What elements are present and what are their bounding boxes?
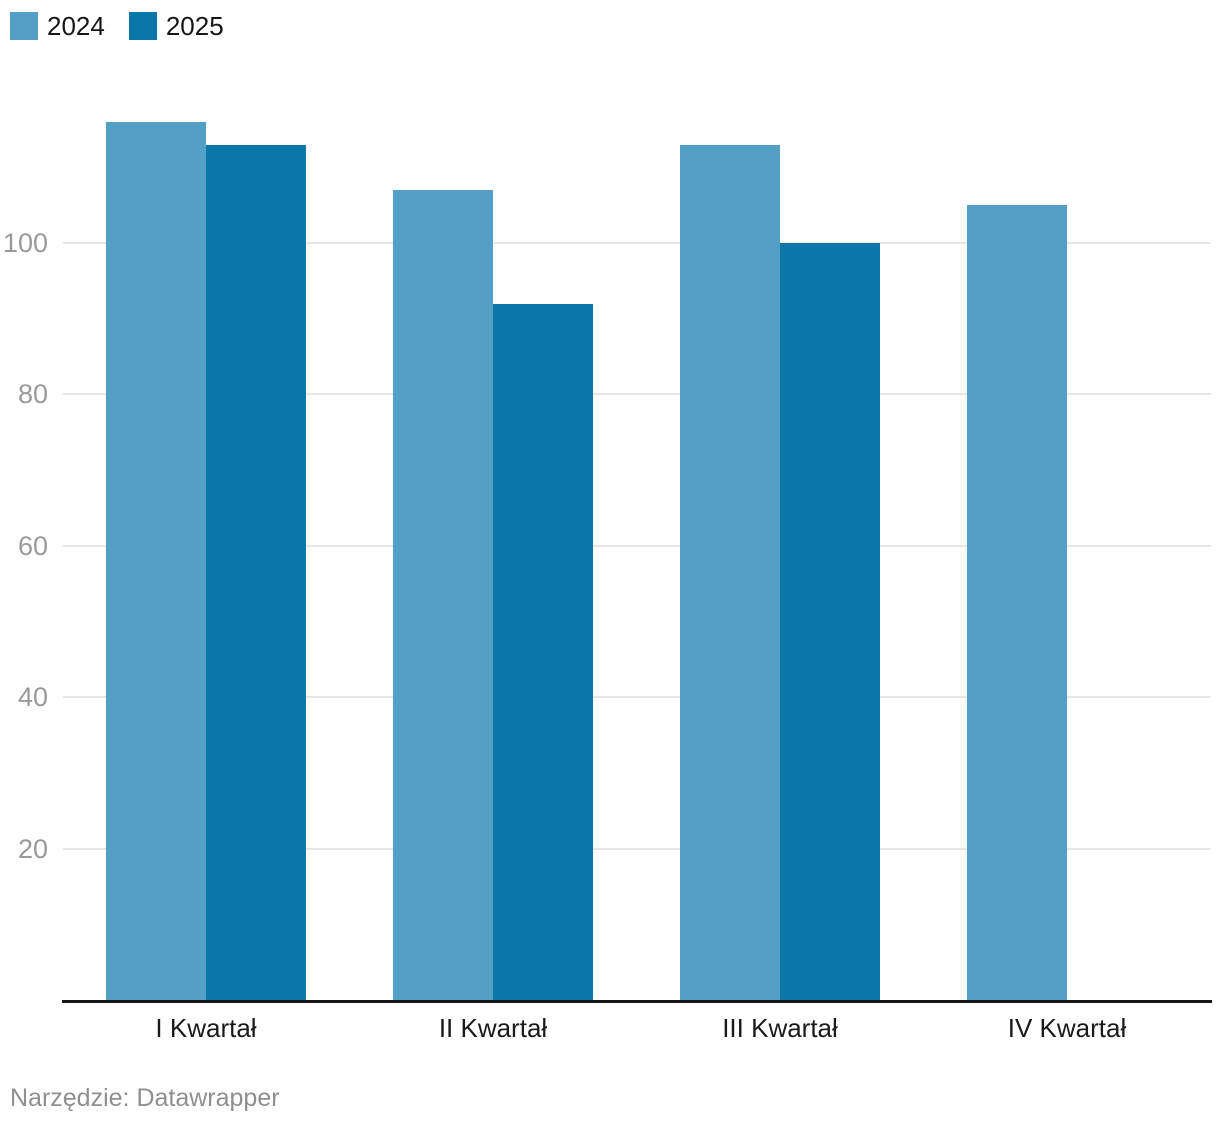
x-axis-label-II Kwartał: II Kwartał — [438, 1013, 548, 1043]
gridline-60 — [63, 545, 1211, 547]
x-axis-label-I Kwartał: I Kwartał — [155, 1013, 257, 1043]
gridline-100 — [63, 242, 1211, 244]
bar-2025-I Kwartał[interactable] — [206, 145, 306, 1000]
legend: 2024 2025 — [10, 12, 224, 40]
y-axis-tick-60: 60 — [17, 531, 48, 561]
legend-item-2025: 2025 — [128, 11, 224, 41]
bar-2024-I Kwartał[interactable] — [106, 122, 206, 1000]
x-axis-line — [62, 1000, 1212, 1003]
legend-swatch-2024 — [10, 12, 38, 40]
x-axis-label-III Kwartał: III Kwartał — [722, 1013, 838, 1043]
bar-2024-IV Kwartał[interactable] — [967, 205, 1067, 1000]
legend-label-2025: 2025 — [165, 11, 224, 41]
y-axis-tick-80: 80 — [17, 379, 48, 409]
y-axis-tick-40: 40 — [17, 682, 48, 712]
gridline-40 — [63, 696, 1211, 698]
legend-swatch-2025 — [128, 12, 157, 40]
legend-item-2024: 2024 — [10, 12, 105, 40]
y-axis-tick-20: 20 — [17, 834, 48, 864]
gridline-20 — [63, 848, 1211, 850]
bar-2024-III Kwartał[interactable] — [680, 145, 780, 1000]
gridline-80 — [63, 393, 1211, 395]
attribution-text: Narzędzie: Datawrapper — [10, 1084, 280, 1112]
bar-2025-II Kwartał[interactable] — [493, 304, 593, 1000]
bar-2025-III Kwartał[interactable] — [780, 243, 880, 1000]
y-axis-tick-100: 100 — [2, 228, 48, 258]
bar-2024-II Kwartał[interactable] — [393, 190, 493, 1000]
legend-label-2024: 2024 — [47, 11, 105, 41]
x-axis-label-IV Kwartał: IV Kwartał — [1007, 1013, 1127, 1043]
